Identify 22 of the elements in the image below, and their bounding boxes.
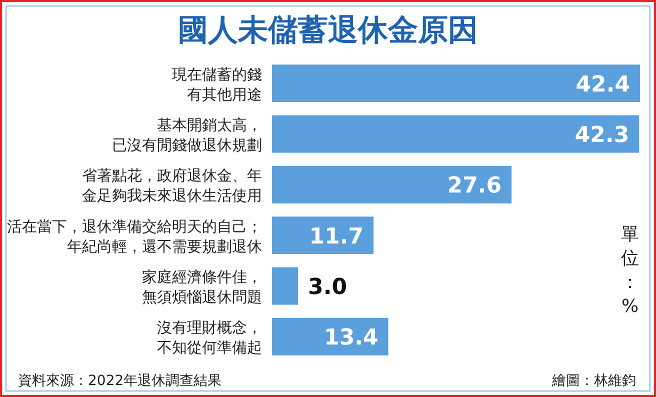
- bar: [272, 115, 640, 153]
- y-tick-label: 現在儲蓄的錢有其他用途: [172, 65, 262, 104]
- data-label: 3.0: [308, 275, 348, 300]
- y-tick-label: 家庭經濟條件佳，無須煩惱退休問題: [142, 268, 262, 306]
- y-tick-label: 活在當下，退休準備交給明天的自己；年紀尚輕，還不需要規劃退休: [7, 217, 262, 256]
- annotation: 單位：%: [621, 224, 639, 317]
- data-label: 11.7: [309, 224, 364, 250]
- y-tick-label: 基本開銷太高，已沒有閒錢做退休規劃: [112, 116, 262, 154]
- data-label: 42.3: [574, 123, 630, 148]
- bar: [272, 166, 512, 204]
- y-tick-label: 省著點花，政府退休金、年金足夠我未來退休生活使用: [82, 166, 262, 205]
- source-note: 資料來源：2022年退休調查結果: [18, 373, 222, 389]
- bar: [272, 318, 388, 356]
- data-label: 42.4: [576, 72, 630, 98]
- bar: [272, 216, 374, 254]
- text: 繪圖：林維鈞: [551, 373, 636, 389]
- data-label: 13.4: [324, 326, 378, 351]
- y-tick-label: 沒有理財概念，不知從何準備起: [157, 318, 262, 357]
- chart-title: 國人未儲蓄退休金原因: [178, 13, 478, 48]
- bar: [272, 64, 640, 102]
- bar: [272, 267, 298, 305]
- data-label: 27.6: [447, 174, 502, 199]
